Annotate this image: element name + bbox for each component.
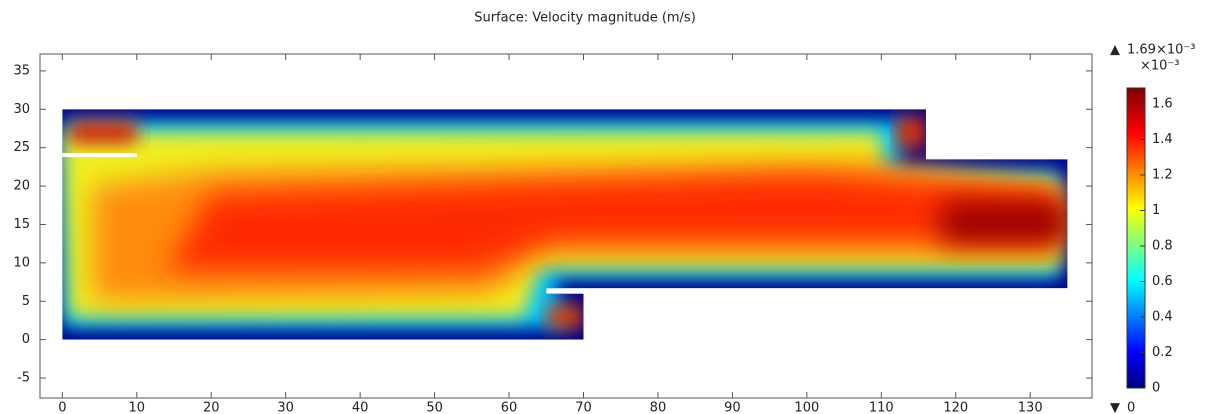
colorbar-tick-label: 0.4: [1152, 309, 1173, 324]
y-tick-label: 5: [22, 294, 30, 309]
y-tick-label: 30: [13, 102, 30, 117]
max-marker: ▲: [1110, 43, 1120, 58]
field-band: [69, 120, 137, 144]
x-tick-label: 10: [129, 401, 146, 414]
y-tick-label: 0: [22, 332, 30, 347]
colorbar-gradient: [1126, 87, 1146, 389]
x-tick-label: 40: [352, 401, 369, 414]
baffle: [62, 153, 137, 158]
x-tick-label: 0: [58, 401, 66, 414]
y-tick-label: 15: [13, 217, 30, 232]
colorbar: ▲ ▼ 0 0.2 0.4 0.6 0.8 1 1.2 1.4 1.6 1.69×10⁻³×10⁻…: [1110, 43, 1195, 414]
x-tick-label: 30: [277, 401, 294, 414]
colorbar-tick-label: 1.4: [1152, 132, 1173, 147]
colorbar-max-label: 1.69×10⁻³: [1127, 43, 1195, 58]
field-band: [896, 116, 926, 148]
x-tick-label: 50: [426, 401, 443, 414]
x-tick-label: 120: [943, 401, 968, 414]
min-marker: ▼: [1110, 401, 1120, 414]
colorbar-tick-label: 1.2: [1152, 167, 1173, 182]
y-tick-label: 35: [13, 63, 30, 78]
colorbar-tick-label: 0.2: [1152, 345, 1173, 360]
colorbar-tick-label: 1: [1152, 203, 1160, 218]
colorbar-tick-label: 0.8: [1152, 238, 1173, 253]
colorbar-tick-label: 1.6: [1152, 96, 1173, 111]
plot-frame: [39, 53, 1093, 399]
field-band: [546, 305, 584, 329]
colorbar-tick-label: 0.6: [1152, 274, 1173, 289]
y-tick-label: -5: [17, 371, 30, 386]
x-tick-label: 70: [575, 401, 592, 414]
chart-title: Surface: Velocity magnitude (m/s): [474, 11, 696, 26]
velocity-field: [62, 109, 1068, 340]
x-tick-label: 60: [501, 401, 518, 414]
x-tick-label: 130: [1018, 401, 1043, 414]
y-tick-label: 25: [13, 140, 30, 155]
x-tick-label: 100: [794, 401, 819, 414]
field-band: [940, 201, 1068, 244]
x-tick-label: 80: [650, 401, 667, 414]
field-band: [166, 174, 1060, 271]
y-tick-label: 20: [13, 179, 30, 194]
x-tick-label: 110: [869, 401, 894, 414]
colorbar-multiplier: ×10⁻³: [1140, 59, 1180, 74]
x-tick-label: 90: [724, 401, 741, 414]
y-tick-label: 10: [13, 255, 30, 270]
x-tick-label: 20: [203, 401, 220, 414]
colorbar-tick-label: 0: [1152, 381, 1160, 396]
colorbar-min-label: 0: [1127, 401, 1135, 414]
